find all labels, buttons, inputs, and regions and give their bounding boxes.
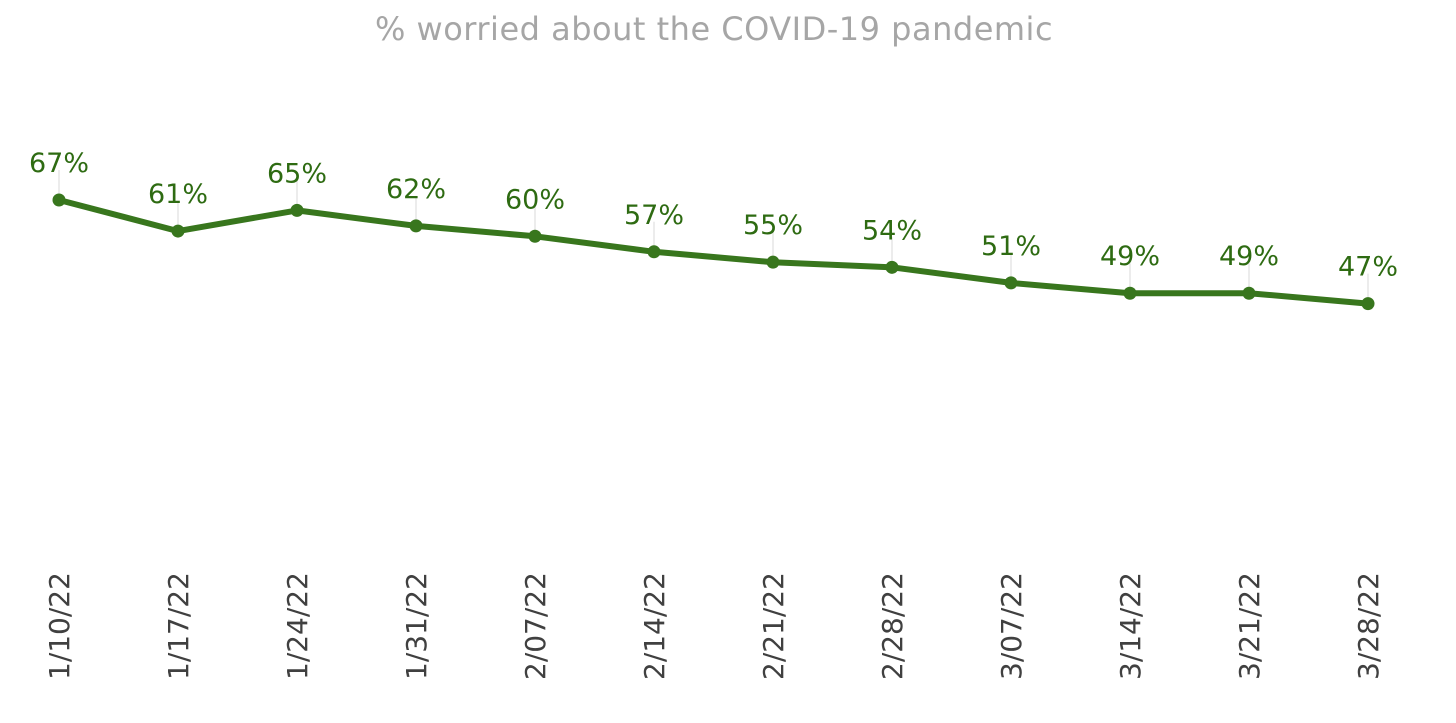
data-point (409, 219, 423, 233)
data-label: 49% (1100, 241, 1160, 272)
chart-title: % worried about the COVID-19 pandemic (374, 10, 1054, 48)
data-point (1361, 297, 1375, 311)
data-point (528, 229, 542, 243)
x-tick-label: 3/28/22 (1352, 572, 1385, 680)
data-point (52, 193, 66, 207)
x-tick-label: 3/14/22 (1114, 572, 1147, 680)
data-point (766, 255, 780, 269)
data-label: 55% (743, 210, 803, 241)
x-tick-label: 1/31/22 (400, 572, 433, 680)
data-point (1242, 286, 1256, 300)
data-label: 61% (148, 179, 208, 210)
data-label: 49% (1219, 241, 1279, 272)
data-label: 57% (624, 200, 684, 231)
data-label: 51% (981, 231, 1041, 262)
leader-lines (58, 170, 1369, 298)
data-label: 47% (1338, 252, 1398, 283)
data-point (171, 224, 185, 238)
x-tick-label: 2/07/22 (519, 572, 552, 680)
x-tick-label: 2/21/22 (757, 572, 790, 680)
data-label: 65% (267, 158, 327, 189)
data-point (885, 260, 899, 274)
data-label: 54% (862, 215, 922, 246)
data-label: 62% (386, 174, 446, 205)
x-axis-tick-labels: 1/10/22 1/17/22 1/24/22 1/31/22 2/07/22 2/14/… (43, 572, 1385, 680)
x-tick-label: 2/28/22 (876, 572, 909, 680)
data-point (647, 245, 661, 259)
data-point (1123, 286, 1137, 300)
x-tick-label: 2/14/22 (638, 572, 671, 680)
data-label: 67% (29, 148, 89, 179)
data-point (1004, 276, 1018, 290)
x-tick-label: 1/10/22 (43, 572, 76, 680)
data-labels: 67% 61% 65% 62% 60% 57% 55% 54% 51% 49% 49% 47% (29, 148, 1398, 283)
x-tick-label: 3/07/22 (995, 572, 1028, 680)
x-tick-label: 1/17/22 (162, 572, 195, 680)
data-label: 60% (505, 184, 565, 215)
x-tick-label: 1/24/22 (281, 572, 314, 680)
data-points (52, 193, 1375, 311)
x-tick-label: 3/21/22 (1233, 572, 1266, 680)
data-point (290, 203, 304, 217)
series-line (56, 197, 1371, 307)
